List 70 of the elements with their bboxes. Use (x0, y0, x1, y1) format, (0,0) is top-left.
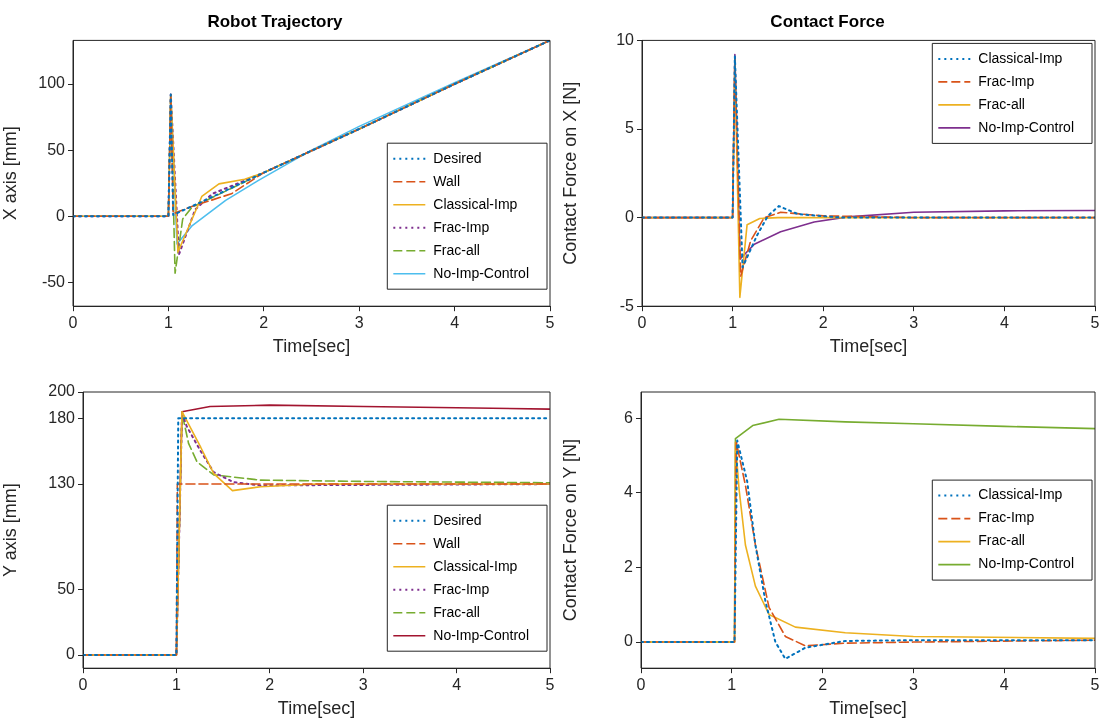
legend-label: Frac-all (978, 532, 1025, 549)
legend-label: No-Imp-Control (433, 626, 530, 643)
legend-label: Desired (433, 149, 482, 166)
y-tick-label: 2 (624, 557, 634, 575)
x-tick-label: 1 (727, 676, 737, 694)
legend-label: Frac-Imp (978, 72, 1035, 89)
y-tick-label: 0 (66, 645, 76, 663)
y-tick-label: 200 (48, 382, 76, 400)
x-tick-label: 5 (545, 314, 555, 332)
x-tick-label: 5 (1090, 676, 1100, 694)
legend-label: Frac-all (433, 241, 480, 258)
y-tick-label: -50 (41, 272, 66, 290)
legend-label: No-Imp-Control (978, 118, 1075, 135)
x-tick-label: 4 (452, 676, 462, 694)
chart-title: Contact Force (770, 11, 885, 31)
x-tick-label: 0 (637, 314, 647, 332)
legend-label: Frac-Imp (433, 580, 490, 597)
chart-title: Robot Trajectory (207, 11, 344, 31)
legend-label: Classical-Imp (978, 49, 1063, 66)
legend-label: Classical-Imp (433, 195, 518, 212)
x-tick-label: 1 (728, 314, 738, 332)
x-tick-label: 1 (171, 676, 181, 694)
legend-label: Desired (433, 511, 482, 528)
x-tick-label: 0 (78, 676, 88, 694)
x-axis-title: Time[sec] (829, 698, 907, 719)
y-axis-title: Contact Force on X [N] (559, 81, 580, 265)
y-tick-label: 4 (624, 483, 634, 501)
legend-label: Classical-Imp (978, 486, 1063, 503)
y-tick-label: 50 (47, 140, 66, 158)
x-tick-label: 5 (545, 676, 555, 694)
y-tick-label: -5 (619, 296, 635, 314)
y-tick-label: 50 (57, 579, 76, 597)
x-tick-label: 2 (259, 314, 269, 332)
legend-label: Classical-Imp (433, 557, 518, 574)
x-tick-label: 1 (163, 314, 173, 332)
x-tick-label: 2 (818, 676, 828, 694)
legend-label: No-Imp-Control (433, 264, 530, 281)
x-axis-title: Time[sec] (272, 336, 351, 357)
legend-label: No-Imp-Control (978, 555, 1075, 572)
y-tick-label: 0 (56, 206, 66, 224)
x-axis-title: Time[sec] (277, 698, 356, 719)
x-tick-label: 3 (354, 314, 364, 332)
y-tick-label: 0 (625, 208, 635, 226)
y-tick-label: 0 (624, 632, 634, 650)
x-tick-label: 4 (450, 314, 460, 332)
y-tick-label: 5 (625, 119, 635, 137)
legend-label: Wall (433, 172, 461, 189)
y-tick-label: 180 (48, 408, 76, 426)
y-axis-title: Contact Force on Y [N] (559, 438, 580, 622)
y-tick-label: 130 (48, 474, 76, 492)
x-axis-title: Time[sec] (829, 336, 908, 357)
legend-label: Frac-Imp (433, 218, 490, 235)
y-tick-label: 6 (624, 408, 634, 426)
legend-label: Wall (433, 534, 461, 551)
x-tick-label: 3 (358, 676, 368, 694)
x-tick-label: 2 (265, 676, 275, 694)
x-tick-label: 4 (999, 676, 1009, 694)
x-tick-label: 5 (1090, 314, 1100, 332)
y-tick-label: 100 (38, 74, 66, 92)
x-tick-label: 4 (999, 314, 1009, 332)
legend-label: Frac-Imp (978, 509, 1035, 526)
x-tick-label: 2 (818, 314, 828, 332)
y-axis-title: X axis [mm] (0, 126, 20, 221)
x-tick-label: 0 (636, 676, 646, 694)
legend-label: Frac-all (978, 95, 1025, 112)
x-tick-label: 3 (908, 676, 918, 694)
y-tick-label: 10 (616, 30, 635, 48)
legend-label: Frac-all (433, 603, 480, 620)
x-tick-label: 3 (909, 314, 919, 332)
y-axis-title: Y axis [mm] (0, 483, 20, 577)
